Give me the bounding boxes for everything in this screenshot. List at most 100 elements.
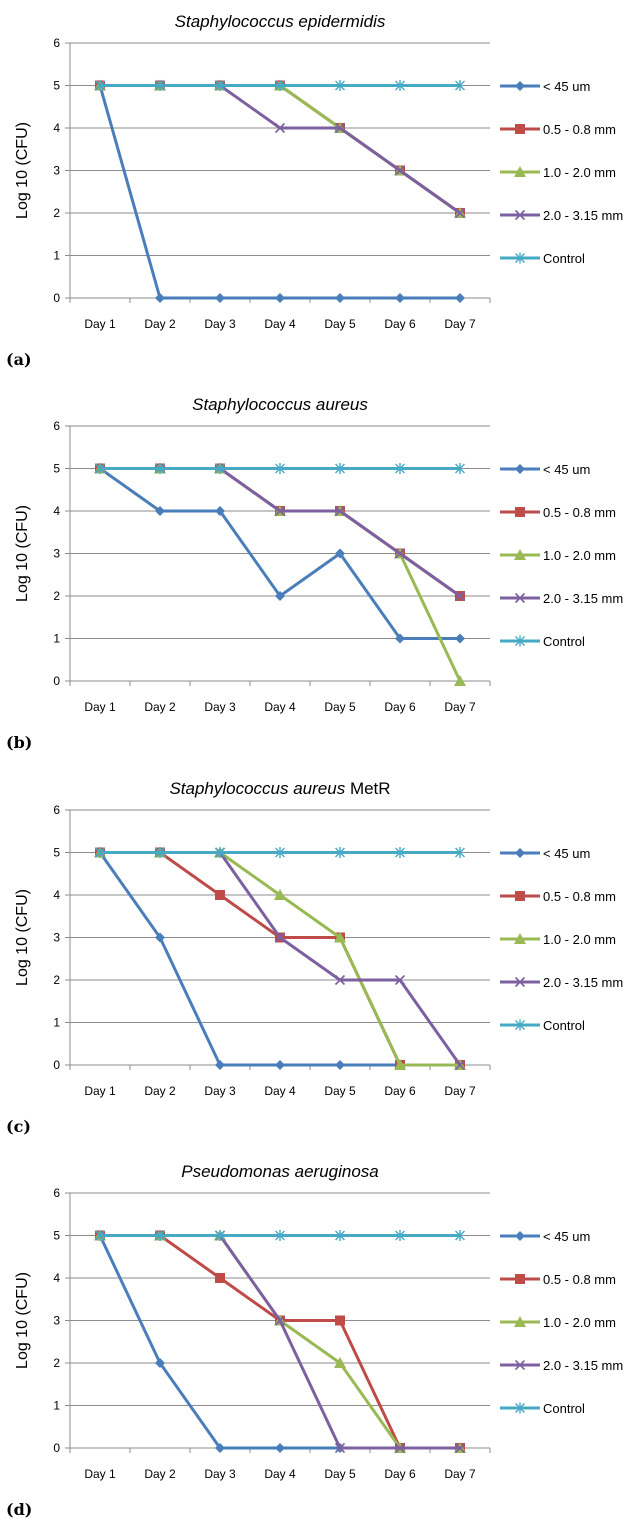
series-line (98, 1234, 462, 1450)
data-point (455, 847, 465, 858)
data-point (275, 1443, 285, 1453)
y-tick-label: 2 (53, 206, 60, 220)
series-3 (94, 462, 466, 686)
x-tick-label: Day 5 (324, 317, 356, 331)
legend-label: Control (543, 634, 585, 649)
data-point (395, 80, 405, 91)
data-point (454, 207, 466, 219)
x-tick-label: Day 5 (324, 700, 356, 714)
legend-marker (515, 81, 525, 91)
x-tick-label: Day 4 (264, 1467, 296, 1481)
legend-marker (514, 976, 526, 988)
data-point (215, 1060, 225, 1070)
legend-item: 0.5 - 0.8 mm (500, 122, 616, 137)
y-axis-label: Log 10 (CFU) (14, 889, 31, 986)
data-point (215, 506, 225, 516)
panel-label: (c) (6, 1117, 31, 1136)
chart-title: Pseudomonas aeruginosa (181, 1162, 379, 1181)
data-point (155, 506, 165, 516)
data-point (454, 675, 466, 686)
data-point (155, 80, 165, 91)
y-tick-label: 6 (53, 36, 60, 50)
data-point (454, 1442, 466, 1454)
data-point (335, 1315, 345, 1326)
series-4 (94, 847, 466, 1071)
data-point (95, 463, 105, 474)
panel-label: (d) (6, 1500, 32, 1519)
legend-item: 1.0 - 2.0 mm (500, 548, 616, 563)
data-point (275, 1060, 285, 1070)
data-point (334, 1442, 346, 1454)
legend-item: Control (500, 634, 585, 649)
data-point (274, 889, 286, 900)
x-tick-label: Day 1 (84, 1084, 116, 1098)
legend-item: 1.0 - 2.0 mm (500, 165, 616, 180)
series-5 (95, 80, 465, 91)
data-point (215, 1443, 225, 1453)
data-point (155, 1230, 165, 1241)
legend-marker (515, 1231, 525, 1241)
series-2 (95, 80, 465, 218)
y-tick-label: 3 (53, 547, 60, 561)
data-point (394, 165, 406, 176)
data-point (335, 847, 345, 858)
y-tick-label: 5 (53, 462, 60, 476)
legend-marker (514, 549, 526, 560)
x-tick-label: Day 3 (204, 1467, 236, 1481)
x-tick-label: Day 2 (144, 700, 176, 714)
data-point (394, 548, 406, 559)
legend-item: Control (500, 251, 585, 266)
panel-label: (b) (6, 733, 32, 752)
data-point (455, 293, 465, 303)
series-line (98, 84, 462, 215)
x-tick-label: Day 5 (324, 1467, 356, 1481)
data-point (394, 974, 406, 986)
data-point (334, 505, 346, 517)
data-point (454, 1059, 466, 1071)
data-point (395, 293, 405, 303)
legend-item: 1.0 - 2.0 mm (500, 932, 616, 947)
legend-marker (514, 209, 526, 221)
data-point (335, 1060, 345, 1070)
data-point (215, 847, 225, 858)
data-point (395, 633, 405, 644)
series-line (98, 467, 462, 683)
y-axis-label: Log 10 (CFU) (14, 505, 31, 602)
x-tick-label: Day 1 (84, 1467, 116, 1481)
data-point (274, 122, 286, 134)
data-point (155, 1358, 165, 1368)
data-point (335, 1230, 345, 1241)
data-point (275, 463, 285, 474)
legend-item: Control (500, 1401, 585, 1416)
x-tick-label: Day 3 (204, 317, 236, 331)
series-line (98, 84, 462, 215)
data-point (215, 293, 225, 303)
y-tick-label: 4 (53, 121, 60, 135)
y-axis-label: Log 10 (CFU) (14, 1272, 31, 1369)
legend-label: 2.0 - 3.15 mm (543, 208, 623, 223)
legend-label: 0.5 - 0.8 mm (543, 505, 616, 520)
chart-panel-1: Staphylococcus epidermidis 0 1 2 3 4 5 6 Day 1 Da… (6, 12, 623, 369)
x-tick-label: Day 2 (144, 1084, 176, 1098)
data-point (215, 80, 225, 91)
y-tick-label: 6 (53, 803, 60, 817)
data-point (394, 1059, 406, 1070)
legend-item: 2.0 - 3.15 mm (500, 208, 623, 223)
legend-marker (515, 252, 525, 264)
legend-label: Control (543, 1401, 585, 1416)
y-tick-label: 3 (53, 931, 60, 945)
data-point (274, 1315, 286, 1326)
data-point (275, 591, 285, 601)
y-tick-label: 5 (53, 79, 60, 93)
data-point (155, 463, 165, 474)
series-line (98, 84, 462, 300)
legend-marker (514, 1316, 526, 1327)
y-tick-label: 1 (53, 1399, 60, 1413)
series-5 (95, 847, 465, 858)
data-point (455, 463, 465, 474)
data-point (95, 847, 105, 858)
legend-item: < 45 um (500, 79, 590, 94)
legend-label: < 45 um (543, 79, 590, 94)
series-5 (95, 1230, 465, 1241)
legend-label: Control (543, 251, 585, 266)
